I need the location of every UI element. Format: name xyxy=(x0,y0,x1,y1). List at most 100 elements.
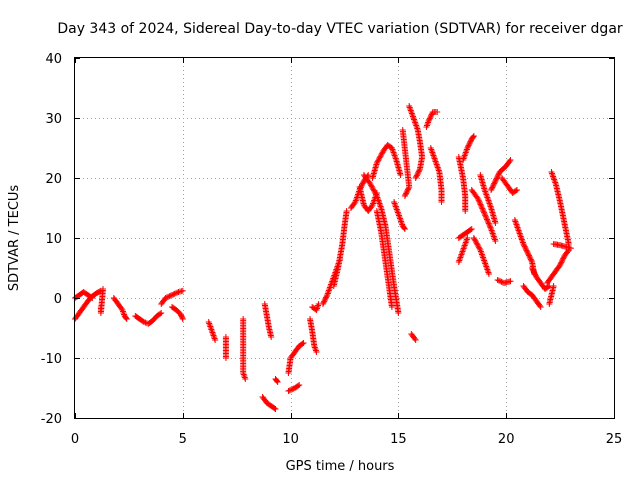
data-point xyxy=(321,298,328,305)
data-point xyxy=(289,386,296,393)
data-point xyxy=(376,154,383,161)
data-point xyxy=(491,179,498,186)
data-point xyxy=(530,268,537,275)
data-point xyxy=(170,291,177,298)
data-point xyxy=(139,318,146,325)
data-point xyxy=(171,290,178,297)
data-point xyxy=(163,294,170,301)
data-point xyxy=(413,173,420,180)
y-tick-label: -10 xyxy=(41,352,62,367)
data-point xyxy=(512,187,519,194)
data-point xyxy=(557,262,564,268)
data-point xyxy=(476,200,483,207)
data-point xyxy=(468,226,475,232)
data-point xyxy=(388,304,395,310)
data-point xyxy=(272,406,279,412)
plot-frame xyxy=(74,57,615,419)
data-point xyxy=(558,258,565,265)
data-point xyxy=(412,175,419,181)
data-point xyxy=(118,305,125,312)
data-point xyxy=(373,160,380,166)
data-point xyxy=(477,201,484,208)
data-point xyxy=(465,143,472,150)
data-point xyxy=(312,346,319,352)
data-point xyxy=(498,278,505,285)
data-point xyxy=(467,138,474,145)
data-point xyxy=(495,171,502,178)
data-point xyxy=(222,355,229,361)
data-point xyxy=(169,292,176,298)
data-point xyxy=(162,295,169,301)
x-tick-label: 0 xyxy=(71,432,79,447)
data-point xyxy=(172,290,179,297)
x-tick-label: 20 xyxy=(498,432,515,447)
data-point xyxy=(521,242,528,249)
data-point xyxy=(359,180,366,187)
data-point xyxy=(506,158,513,165)
data-point xyxy=(532,271,539,278)
data-point xyxy=(472,237,479,244)
data-point xyxy=(288,386,295,393)
data-point xyxy=(527,255,534,262)
data-points xyxy=(72,103,574,412)
data-point xyxy=(478,204,485,211)
data-point xyxy=(560,255,567,262)
data-point xyxy=(401,193,408,199)
data-point xyxy=(274,379,281,385)
data-point xyxy=(412,337,419,343)
data-point xyxy=(343,208,350,214)
data-point xyxy=(521,243,528,250)
data-point xyxy=(415,169,422,176)
data-point xyxy=(404,186,411,193)
data-point xyxy=(319,301,326,307)
data-point xyxy=(174,289,181,296)
data-point xyxy=(321,297,328,304)
data-point xyxy=(438,199,445,205)
data-point xyxy=(179,314,186,321)
data-point xyxy=(416,166,423,172)
data-point xyxy=(426,116,433,123)
data-point xyxy=(351,200,358,207)
data-point xyxy=(404,187,411,194)
data-point xyxy=(425,118,432,124)
data-point xyxy=(426,115,433,122)
data-point xyxy=(413,172,420,179)
data-point xyxy=(402,191,409,198)
data-point xyxy=(471,236,478,243)
data-point xyxy=(285,388,292,394)
data-point xyxy=(166,293,173,300)
data-point xyxy=(470,134,477,140)
data-point xyxy=(493,175,500,182)
data-point xyxy=(369,185,376,191)
data-point xyxy=(464,145,471,151)
data-point xyxy=(485,220,492,227)
data-point xyxy=(476,245,483,252)
data-point xyxy=(492,220,499,226)
y-tick-label: 20 xyxy=(45,172,62,187)
data-point xyxy=(415,168,422,175)
data-point xyxy=(488,185,495,192)
data-point xyxy=(414,171,421,178)
data-point xyxy=(529,265,536,271)
y-tick-label: 0 xyxy=(54,292,62,307)
data-point xyxy=(212,337,219,343)
data-point xyxy=(140,319,147,325)
data-point xyxy=(489,184,496,191)
data-point xyxy=(475,197,482,204)
data-point xyxy=(179,287,186,294)
data-point xyxy=(395,310,402,316)
data-point xyxy=(372,190,379,197)
data-point xyxy=(466,141,473,148)
data-point xyxy=(559,256,566,263)
data-point xyxy=(368,182,375,189)
data-point xyxy=(492,178,499,184)
data-point xyxy=(478,202,485,209)
data-point xyxy=(529,266,536,273)
data-point xyxy=(524,248,531,255)
data-point xyxy=(530,267,537,274)
data-point xyxy=(295,382,302,389)
data-point xyxy=(467,226,474,233)
data-point xyxy=(271,405,278,412)
data-point xyxy=(323,293,330,300)
data-point xyxy=(495,277,502,284)
